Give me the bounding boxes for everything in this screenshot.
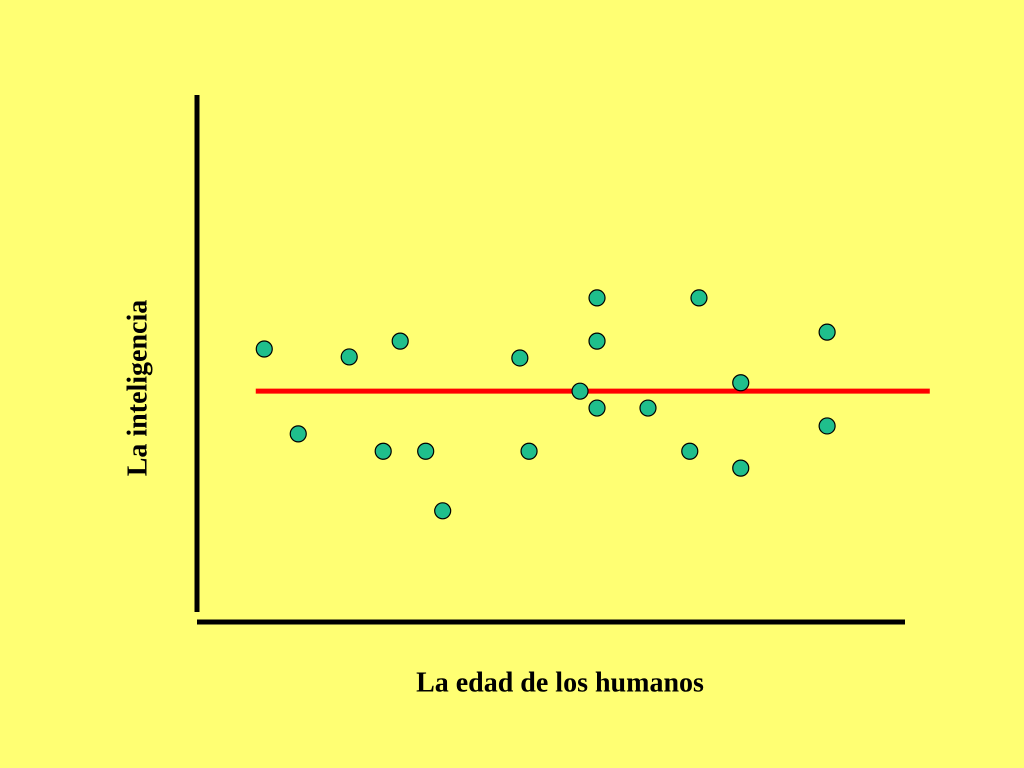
data-point xyxy=(639,399,657,417)
data-point xyxy=(690,289,708,307)
data-point xyxy=(588,289,606,307)
data-point xyxy=(681,442,699,460)
data-point xyxy=(417,442,435,460)
data-point xyxy=(571,382,589,400)
data-point xyxy=(374,442,392,460)
data-point xyxy=(732,374,750,392)
data-point xyxy=(340,348,358,366)
data-point xyxy=(434,502,452,520)
data-point xyxy=(588,399,606,417)
data-point xyxy=(818,417,836,435)
data-point xyxy=(511,349,529,367)
x-axis-label: La edad de los humanos xyxy=(416,667,704,698)
data-point xyxy=(391,332,409,350)
data-point xyxy=(255,340,273,358)
data-point xyxy=(289,425,307,443)
data-point xyxy=(818,323,836,341)
data-point xyxy=(520,442,538,460)
y-axis-label: La inteligencia xyxy=(122,300,153,477)
data-point xyxy=(588,332,606,350)
data-point xyxy=(732,459,750,477)
